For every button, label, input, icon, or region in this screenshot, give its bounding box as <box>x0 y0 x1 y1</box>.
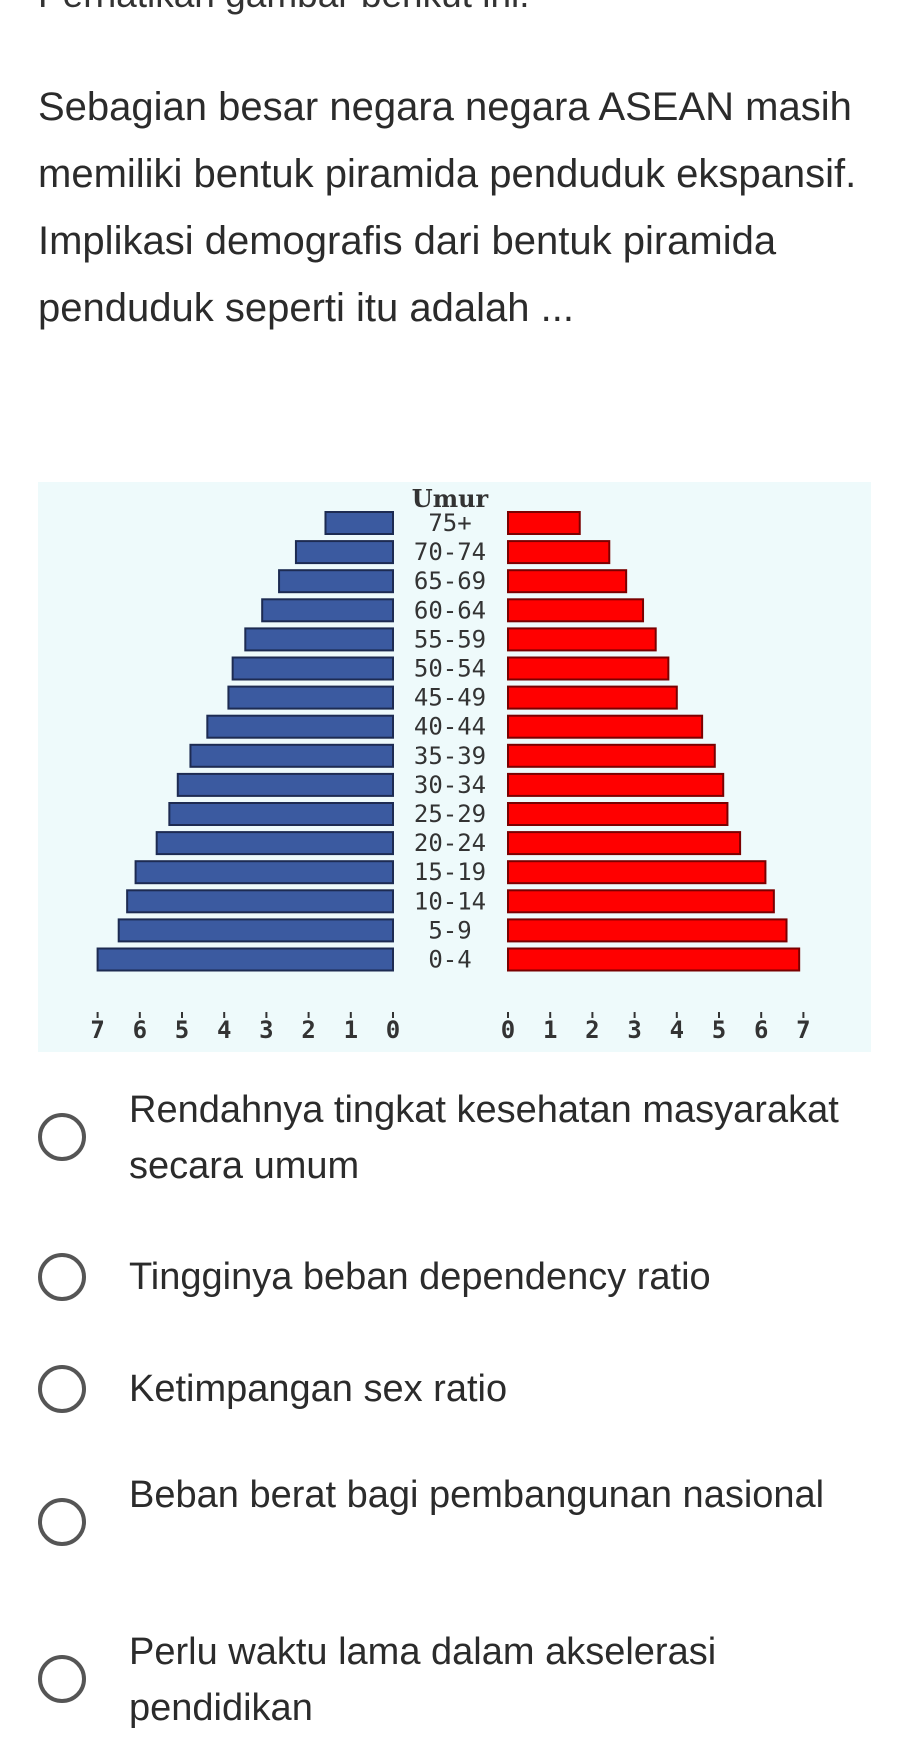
bar-male-20-24 <box>155 831 395 856</box>
option-3[interactable]: Ketimpangan sex ratio <box>38 1359 878 1419</box>
bar-male-25-29 <box>168 802 394 826</box>
radio-button-icon[interactable] <box>38 1253 86 1301</box>
option-2[interactable]: Tingginya beban dependency ratio <box>38 1247 878 1307</box>
age-label-25-29: 25-29 <box>414 800 486 828</box>
chart-title: Umur <box>412 484 489 513</box>
tick-right-5: 5 <box>712 1016 726 1044</box>
option-4-label: Beban berat bagi pembangunan nasional <box>129 1474 825 1516</box>
tick-left-2: 2 <box>301 1016 315 1044</box>
age-label-10-14: 10-14 <box>414 887 486 915</box>
population-pyramid-chart: Umur 75+ 70-74 65-69 60-64 55-59 50-54 45-49 40-… <box>38 482 871 1052</box>
tick-right-3: 3 <box>627 1016 641 1044</box>
bar-female-70-74 <box>507 540 611 565</box>
tick-right-4: 4 <box>670 1016 684 1044</box>
radio-button-icon[interactable] <box>38 1365 86 1413</box>
age-label-30-34: 30-34 <box>414 771 486 799</box>
bar-female-50-54 <box>507 656 670 681</box>
tick-right-0: 0 <box>501 1016 515 1044</box>
bar-male-70-74 <box>294 540 394 565</box>
option-1-label: Rendahnya tingkat kesehatan masyarakat s… <box>129 1089 839 1187</box>
option-2-label: Tingginya beban dependency ratio <box>129 1256 711 1298</box>
bar-male-40-44 <box>206 714 394 739</box>
bar-female-10-14 <box>507 889 775 914</box>
instruction-text-cut: Perhatikan gambar berikut ini. <box>38 0 530 16</box>
bar-male-60-64 <box>261 598 394 623</box>
bar-male-65-69 <box>278 569 394 594</box>
question-text: Sebagian besar negara negara ASEAN masih… <box>38 85 857 330</box>
bar-male-0-4 <box>96 947 394 972</box>
age-label-55-59: 55-59 <box>414 625 486 653</box>
tick-right-6: 6 <box>754 1016 768 1044</box>
option-1[interactable]: Rendahnya tingkat kesehatan masyarakat s… <box>38 1082 878 1192</box>
bar-male-15-19 <box>134 860 395 885</box>
bar-female-5-9 <box>507 918 788 943</box>
tick-right-7: 7 <box>796 1016 810 1044</box>
bar-male-45-49 <box>227 685 394 710</box>
tick-left-6: 6 <box>133 1016 147 1044</box>
bar-female-25-29 <box>507 802 729 826</box>
age-label-65-69: 65-69 <box>414 567 486 595</box>
bar-female-60-64 <box>507 598 645 623</box>
option-4[interactable]: Beban berat bagi pembangunan nasional <box>38 1467 878 1577</box>
tick-left-1: 1 <box>344 1016 358 1044</box>
bar-female-65-69 <box>507 569 628 594</box>
age-label-35-39: 35-39 <box>414 742 486 770</box>
bar-female-75+ <box>507 511 581 535</box>
bar-male-10-14 <box>126 889 394 914</box>
bar-female-55-59 <box>507 627 657 652</box>
bar-male-35-39 <box>189 743 394 768</box>
tick-left-7: 7 <box>90 1016 104 1044</box>
age-label-20-24: 20-24 <box>414 829 486 857</box>
bar-male-30-34 <box>176 772 394 797</box>
age-label-5-9: 5-9 <box>428 916 471 944</box>
bar-female-20-24 <box>507 831 742 856</box>
tick-left-5: 5 <box>175 1016 189 1044</box>
tick-right-2: 2 <box>585 1016 599 1044</box>
tick-right-1: 1 <box>543 1016 557 1044</box>
tick-left-4: 4 <box>217 1016 231 1044</box>
bar-female-30-34 <box>507 772 725 797</box>
option-5-label: Perlu waktu lama dalam akselerasi pendid… <box>129 1631 717 1729</box>
bar-female-35-39 <box>507 743 716 768</box>
age-label-50-54: 50-54 <box>414 655 486 683</box>
tick-left-0: 0 <box>386 1016 400 1044</box>
pyramid-svg: Umur75+70-7465-6960-6455-5950-5445-4940-… <box>90 484 810 1044</box>
bar-male-75+ <box>324 511 395 535</box>
age-label-70-74: 70-74 <box>414 538 486 566</box>
radio-button-icon[interactable] <box>38 1113 86 1161</box>
tick-left-3: 3 <box>259 1016 273 1044</box>
bar-female-40-44 <box>507 714 704 739</box>
radio-button-icon[interactable] <box>38 1498 86 1546</box>
age-label-0-4: 0-4 <box>428 946 471 974</box>
bar-female-0-4 <box>507 947 801 972</box>
bar-female-45-49 <box>507 685 678 710</box>
option-5[interactable]: Perlu waktu lama dalam akselerasi pendid… <box>38 1624 878 1734</box>
age-label-60-64: 60-64 <box>414 596 486 624</box>
age-label-45-49: 45-49 <box>414 684 486 712</box>
bar-male-50-54 <box>231 656 394 681</box>
bar-male-55-59 <box>244 627 394 652</box>
age-label-75+: 75+ <box>428 509 471 537</box>
age-label-15-19: 15-19 <box>414 858 486 886</box>
age-label-40-44: 40-44 <box>414 713 486 741</box>
bar-male-5-9 <box>117 918 394 943</box>
radio-button-icon[interactable] <box>38 1655 86 1703</box>
bar-female-15-19 <box>507 860 767 885</box>
option-3-label: Ketimpangan sex ratio <box>129 1368 508 1410</box>
